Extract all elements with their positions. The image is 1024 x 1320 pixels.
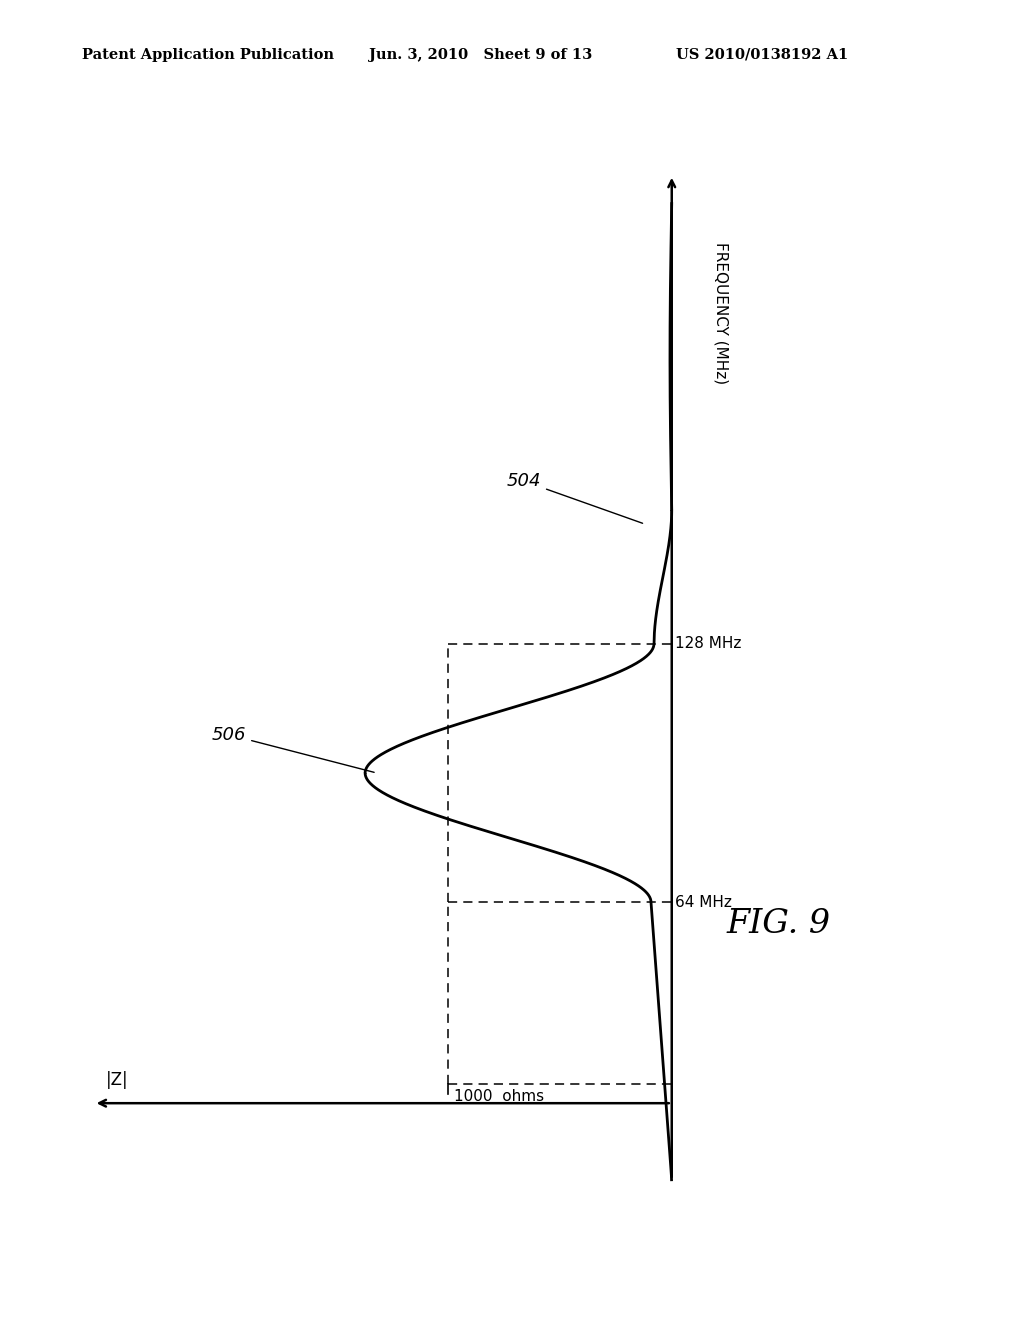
- Text: US 2010/0138192 A1: US 2010/0138192 A1: [676, 48, 848, 62]
- Text: 128 MHz: 128 MHz: [675, 636, 741, 651]
- Text: FREQUENCY (MHz): FREQUENCY (MHz): [713, 242, 728, 384]
- Text: Jun. 3, 2010   Sheet 9 of 13: Jun. 3, 2010 Sheet 9 of 13: [369, 48, 592, 62]
- Text: |Z|: |Z|: [105, 1071, 128, 1089]
- Text: FIG. 9: FIG. 9: [726, 908, 830, 940]
- Text: 64 MHz: 64 MHz: [675, 895, 732, 909]
- Text: 506: 506: [212, 726, 374, 772]
- Text: 504: 504: [507, 473, 643, 523]
- Text: 1000  ohms: 1000 ohms: [454, 1089, 544, 1104]
- Text: Patent Application Publication: Patent Application Publication: [82, 48, 334, 62]
